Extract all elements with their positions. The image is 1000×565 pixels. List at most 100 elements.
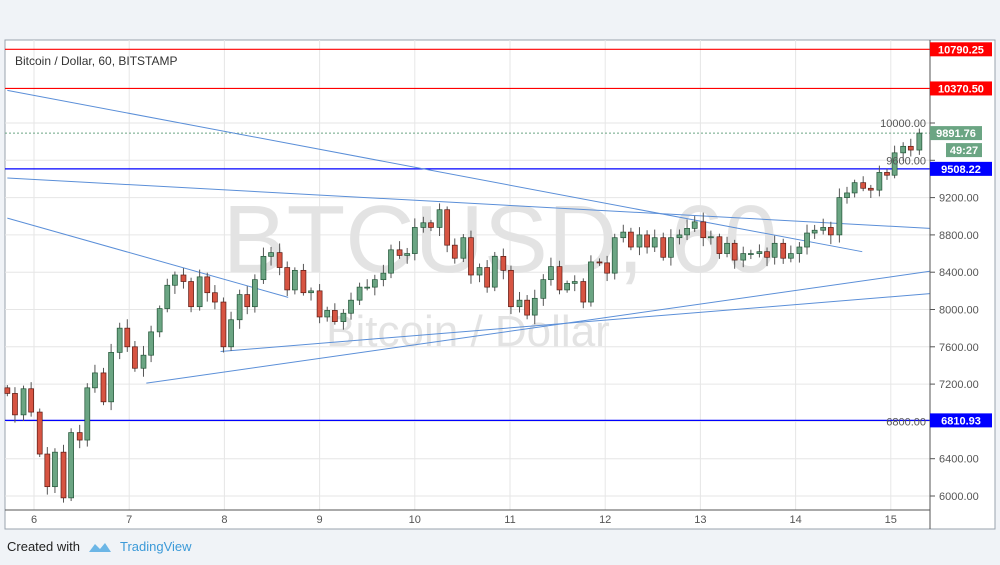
candle-body <box>820 227 827 231</box>
candle-down <box>827 221 834 245</box>
y-tick-label: 10000.00 <box>880 118 926 130</box>
candle-up <box>52 448 58 494</box>
candle-body <box>867 187 874 191</box>
candle-down <box>524 295 530 320</box>
candle-up <box>156 305 163 338</box>
candle-body <box>308 290 314 294</box>
chart-title: Bitcoin / Dollar, 60, BITSTAMP <box>15 54 178 68</box>
candle-body <box>787 253 794 259</box>
candle-up <box>564 280 570 293</box>
tradingview-logo-icon[interactable] <box>88 540 112 554</box>
candle-body <box>116 327 123 353</box>
candle-down <box>907 138 914 157</box>
candle-down <box>36 408 43 458</box>
candle-body <box>188 281 194 308</box>
candle-up <box>876 165 883 197</box>
candle-body <box>300 269 307 294</box>
candle-body <box>220 301 227 348</box>
candle-body <box>371 279 378 288</box>
candle-body <box>260 255 267 281</box>
y-tick-label: 6000.00 <box>939 491 979 503</box>
candle-down <box>660 232 667 261</box>
candle-body <box>92 372 98 389</box>
trend-line <box>7 217 289 298</box>
candle-body <box>684 228 690 236</box>
candle-up <box>252 274 258 313</box>
candle-body <box>68 432 74 499</box>
candle-body <box>52 451 58 488</box>
candle-up <box>531 289 538 325</box>
candle-down <box>780 238 787 264</box>
candle-down <box>276 243 283 276</box>
candle-down <box>451 238 458 264</box>
candle-body <box>636 234 643 248</box>
candle-body <box>851 182 858 194</box>
candle-body <box>100 372 107 403</box>
candle-up <box>588 255 594 307</box>
trend-line <box>7 89 863 253</box>
candle-down <box>132 341 138 372</box>
y-tick-label: 7600.00 <box>939 342 979 354</box>
candle-up <box>636 227 643 256</box>
candle-down <box>316 284 323 324</box>
candle-body <box>771 242 778 258</box>
x-tick-label: 7 <box>126 514 132 526</box>
trend-line <box>7 177 930 229</box>
candle-down <box>284 261 291 296</box>
candle-body <box>140 354 147 369</box>
candle-body <box>148 331 154 356</box>
x-tick-label: 8 <box>221 514 227 526</box>
candle-body <box>628 231 634 248</box>
time-axis[interactable]: 6 7 8 9 10 11 12 13 14 15 <box>31 514 897 526</box>
candle-up <box>668 229 674 266</box>
candle-down <box>28 382 34 417</box>
candle-up <box>308 287 314 301</box>
trend-lines <box>7 89 930 384</box>
candle-up <box>236 289 243 329</box>
candle-up <box>756 244 763 258</box>
candle-down <box>428 219 434 232</box>
x-tick-label: 9 <box>317 514 323 526</box>
candle-body <box>804 232 810 248</box>
candle-body <box>916 132 923 151</box>
candle-up <box>148 325 154 363</box>
candle-body <box>404 253 411 256</box>
candle-body <box>411 227 418 254</box>
candle-up <box>900 142 907 161</box>
y-tick-label: 9200.00 <box>939 193 979 205</box>
candle-up <box>356 282 363 306</box>
candle-body <box>276 252 283 268</box>
candle-body <box>4 387 11 394</box>
y-tick-label: 8800.00 <box>939 230 979 242</box>
candle-body <box>164 284 171 309</box>
candle-up <box>436 203 443 237</box>
candle-up <box>92 364 98 393</box>
price-axis[interactable]: 6000.00 6400.00 6800.00 7200.00 7600.00 8000.… <box>880 118 979 503</box>
candle-up <box>348 292 354 320</box>
candle-down <box>764 247 770 267</box>
tradingview-link[interactable]: TradingView <box>119 539 192 554</box>
candle-down <box>204 272 211 302</box>
candle-up <box>164 278 171 313</box>
candle-up <box>260 247 267 284</box>
candle-up <box>787 245 794 263</box>
candle-body <box>348 299 354 314</box>
candle-body <box>588 261 594 303</box>
candle-body <box>836 197 843 236</box>
candle-down <box>867 184 874 198</box>
candle-up <box>796 242 803 263</box>
candle-body <box>571 281 578 284</box>
candle-body <box>620 231 627 239</box>
candle-up <box>708 230 714 245</box>
candle-up <box>820 218 827 235</box>
x-tick-label: 6 <box>31 514 37 526</box>
candle-up <box>771 235 778 265</box>
candle-down <box>244 286 251 315</box>
candle-up <box>460 234 467 263</box>
level-price-label: 9508.22 <box>941 164 981 176</box>
candle-body <box>860 182 867 189</box>
candle-up <box>380 264 387 287</box>
x-tick-label: 13 <box>694 514 706 526</box>
candle-body <box>708 236 714 239</box>
